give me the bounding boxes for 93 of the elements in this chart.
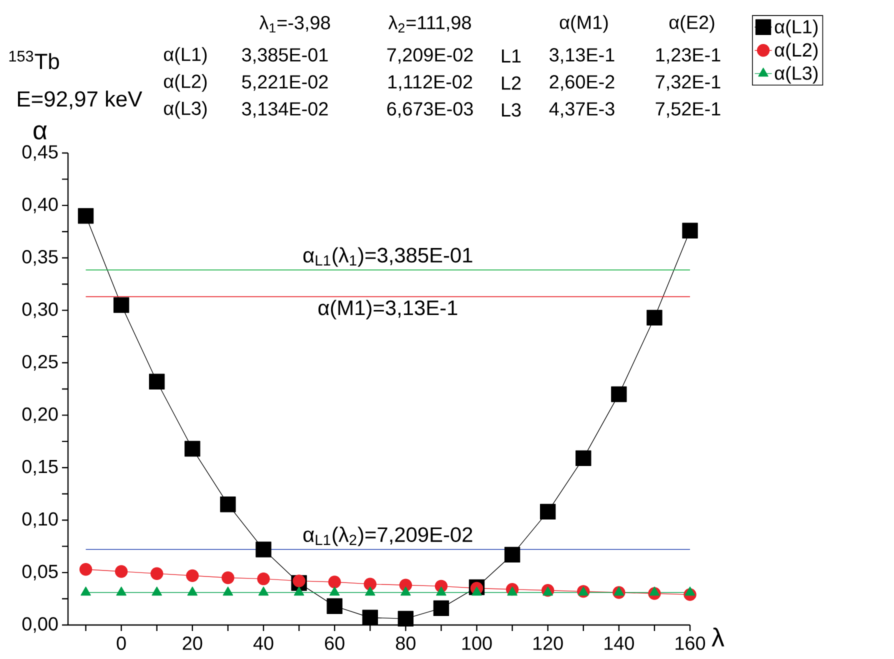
point [220, 496, 236, 512]
point [184, 440, 200, 457]
text: α(L1) [164, 47, 207, 65]
point [362, 610, 378, 626]
legend-label: α(L3) [774, 66, 818, 84]
legend-label: α(L2) [774, 42, 818, 60]
point [436, 586, 446, 596]
point [292, 574, 306, 588]
point [150, 567, 164, 580]
text: 5,221E-02 [242, 75, 328, 91]
y-axis-title: α [34, 125, 47, 140]
point [365, 586, 376, 596]
point [611, 386, 627, 402]
text: 7,52E-1 [656, 102, 720, 118]
text: α(L3) [164, 101, 207, 119]
y-tick-label: 0,20 [22, 407, 58, 424]
point [114, 565, 128, 578]
point [149, 374, 165, 390]
annotation: α$_{L1}$(λ$_{1}$)=3,385E-01 [303, 247, 472, 267]
y-tick-label: 0,40 [22, 198, 58, 214]
text: L3 [502, 103, 521, 117]
point [258, 586, 269, 596]
point [186, 569, 199, 582]
text: L1 [502, 49, 521, 62]
text: α(E2) [669, 15, 714, 33]
x-tick-label: 160 [676, 636, 706, 650]
text: α(L2) [164, 74, 207, 92]
text: 7,32E-1 [656, 75, 720, 91]
y-tick-label: 0,35 [22, 250, 58, 266]
text: λ$_{1}$=-3,98 [259, 16, 330, 32]
point [576, 450, 592, 466]
point [614, 586, 624, 596]
point [472, 586, 482, 596]
y-tick-label: 0,25 [22, 354, 58, 371]
x-tick-label: 20 [182, 636, 202, 650]
point [152, 586, 162, 596]
point [79, 563, 92, 576]
point [400, 586, 411, 596]
point [433, 600, 450, 616]
text: 7,209E-02 [387, 48, 473, 64]
point [504, 546, 520, 563]
x-tick-label: 60 [325, 636, 344, 650]
x-tick-label: 40 [253, 636, 274, 650]
x-axis-title: λ [712, 628, 724, 646]
point [542, 586, 553, 596]
point [294, 586, 304, 596]
text: L2 [502, 76, 521, 90]
point [222, 586, 234, 596]
text: 4,37E-3 [549, 102, 614, 118]
legend-label: α(L1) [774, 20, 818, 38]
annotation: α(M1)=3,13E-1 [318, 300, 458, 320]
x-tick-label: 0 [116, 636, 126, 650]
point [256, 542, 272, 558]
text: $^{153}$Tb [9, 50, 59, 70]
point [116, 586, 126, 596]
point [507, 586, 518, 596]
x-tick-label: 120 [533, 636, 563, 650]
point [222, 571, 234, 584]
text: 2,60E-2 [550, 75, 614, 91]
point [540, 504, 556, 520]
text: λ$_{2}$=111,98 [388, 15, 471, 32]
point [646, 310, 662, 326]
point [364, 578, 376, 590]
text: 3,13E-1 [550, 48, 614, 64]
text: 3,134E-02 [242, 102, 328, 118]
text: 6,673E-03 [387, 102, 473, 118]
y-tick-label: 0,10 [22, 512, 58, 528]
point [113, 297, 130, 313]
y-tick-label: 0,05 [22, 564, 58, 580]
text: α(M1) [560, 15, 608, 33]
annotation: α$_{L1}$(λ$_{2}$)=7,209E-02 [303, 526, 472, 546]
text: 1,23E-1 [656, 48, 720, 64]
text: E=92,97 keV [18, 90, 142, 110]
point [684, 586, 696, 596]
point [328, 576, 341, 588]
x-tick-label: 140 [604, 636, 634, 650]
x-tick-label: 80 [396, 636, 416, 650]
point [682, 222, 698, 238]
y-tick-label: 0,30 [22, 302, 58, 318]
text: 3,385E-01 [242, 48, 328, 64]
point [329, 586, 340, 596]
point [257, 572, 270, 586]
point [326, 598, 342, 614]
y-tick-label: 0,15 [22, 460, 58, 476]
y-tick-label: 0,45 [22, 145, 58, 161]
y-tick-label: 0,00 [22, 617, 58, 633]
x-tick-label: 100 [462, 636, 492, 650]
point [398, 610, 414, 627]
text: 1,112E-02 [388, 75, 472, 91]
point [80, 586, 91, 596]
point [649, 586, 660, 596]
point [187, 586, 198, 596]
point [78, 208, 94, 224]
